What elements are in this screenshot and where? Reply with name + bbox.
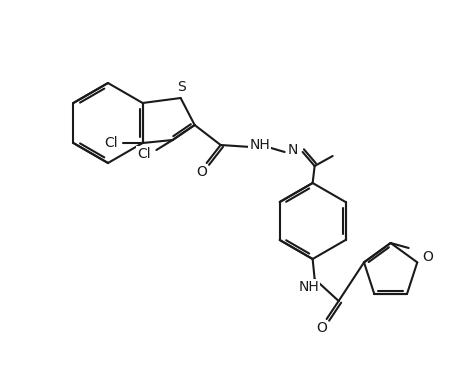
Text: N: N [288, 143, 298, 157]
Text: NH: NH [249, 138, 270, 152]
Text: O: O [316, 321, 327, 335]
Text: O: O [196, 165, 207, 179]
Text: S: S [177, 80, 186, 94]
Text: O: O [422, 250, 433, 264]
Text: NH: NH [298, 280, 319, 294]
Text: Cl: Cl [104, 136, 118, 150]
Text: Cl: Cl [137, 147, 151, 161]
